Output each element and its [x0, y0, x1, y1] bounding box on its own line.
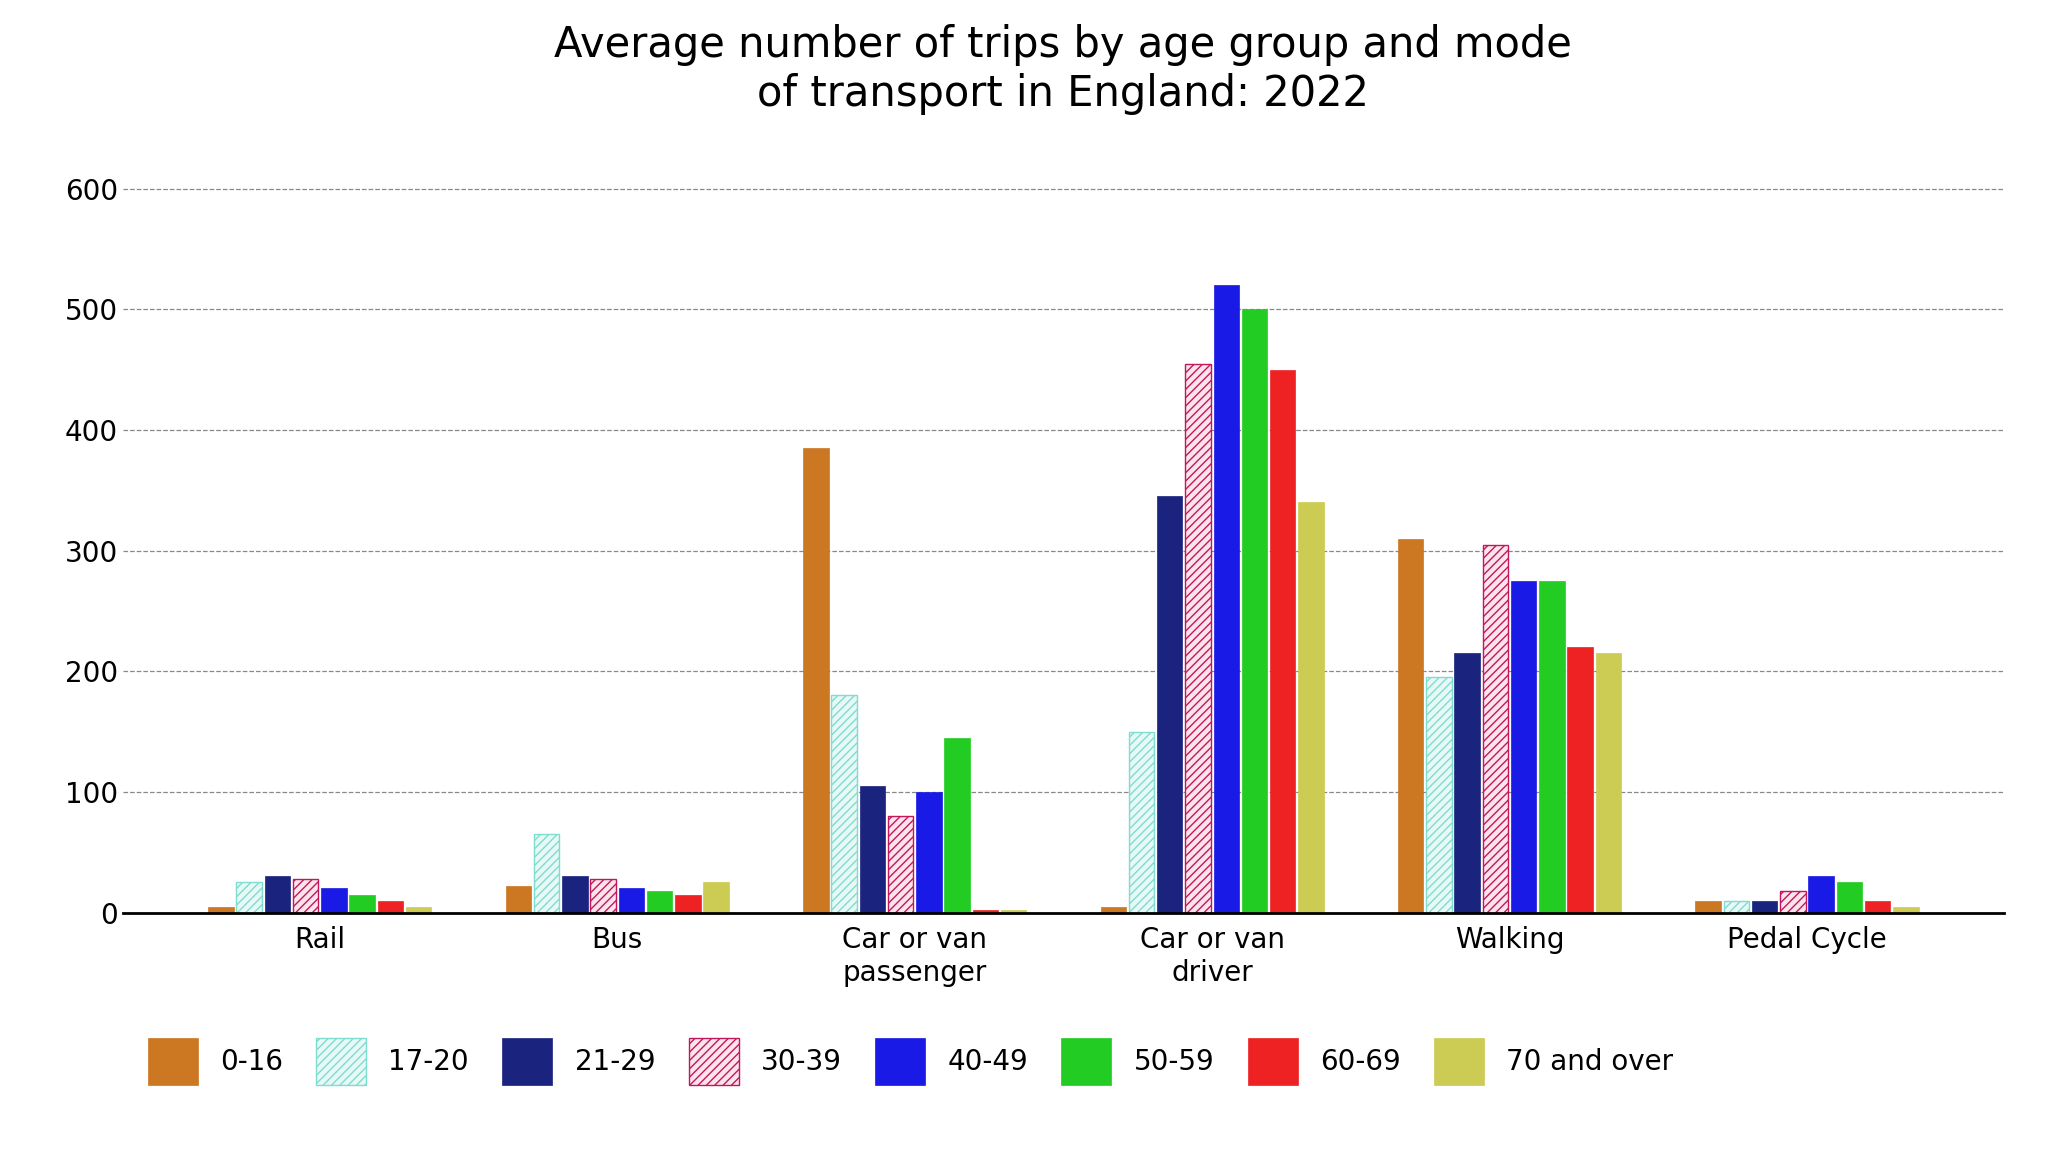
Bar: [505, 886, 532, 913]
Bar: [945, 737, 969, 913]
Bar: [1865, 901, 1890, 913]
Bar: [378, 901, 403, 913]
Bar: [1894, 907, 1918, 913]
Bar: [1540, 580, 1564, 913]
Bar: [1399, 538, 1423, 913]
Bar: [321, 888, 348, 913]
Bar: [703, 882, 728, 913]
Bar: [1483, 544, 1507, 913]
Bar: [350, 895, 374, 913]
Bar: [1595, 653, 1622, 913]
Legend: 0-16, 17-20, 21-29, 30-39, 40-49, 50-59, 60-69, 70 and over: 0-16, 17-20, 21-29, 30-39, 40-49, 50-59,…: [137, 1027, 1685, 1095]
Bar: [1836, 882, 1863, 913]
Bar: [916, 792, 941, 913]
Bar: [888, 817, 914, 913]
Bar: [1566, 647, 1593, 913]
Title: Average number of trips by age group and mode
of transport in England: 2022: Average number of trips by age group and…: [554, 25, 1573, 115]
Bar: [859, 786, 885, 913]
Bar: [562, 876, 587, 913]
Bar: [832, 695, 857, 913]
Bar: [1129, 731, 1153, 913]
Bar: [209, 907, 233, 913]
Bar: [264, 876, 290, 913]
Bar: [1299, 502, 1323, 913]
Bar: [237, 882, 262, 913]
Bar: [1695, 901, 1720, 913]
Bar: [1100, 907, 1127, 913]
Bar: [1511, 580, 1536, 913]
Bar: [1213, 285, 1239, 913]
Bar: [1724, 901, 1748, 913]
Bar: [1454, 653, 1481, 913]
Bar: [1157, 496, 1182, 913]
Bar: [804, 448, 828, 913]
Bar: [591, 879, 616, 913]
Bar: [973, 910, 998, 913]
Bar: [675, 895, 701, 913]
Bar: [1241, 309, 1268, 913]
Bar: [1270, 370, 1294, 913]
Bar: [1425, 677, 1452, 913]
Bar: [620, 888, 644, 913]
Bar: [1779, 890, 1806, 913]
Bar: [646, 890, 673, 913]
Bar: [292, 879, 319, 913]
Bar: [407, 907, 431, 913]
Bar: [1808, 876, 1834, 913]
Bar: [1186, 364, 1211, 913]
Bar: [534, 834, 560, 913]
Bar: [1000, 910, 1027, 913]
Bar: [1753, 901, 1777, 913]
